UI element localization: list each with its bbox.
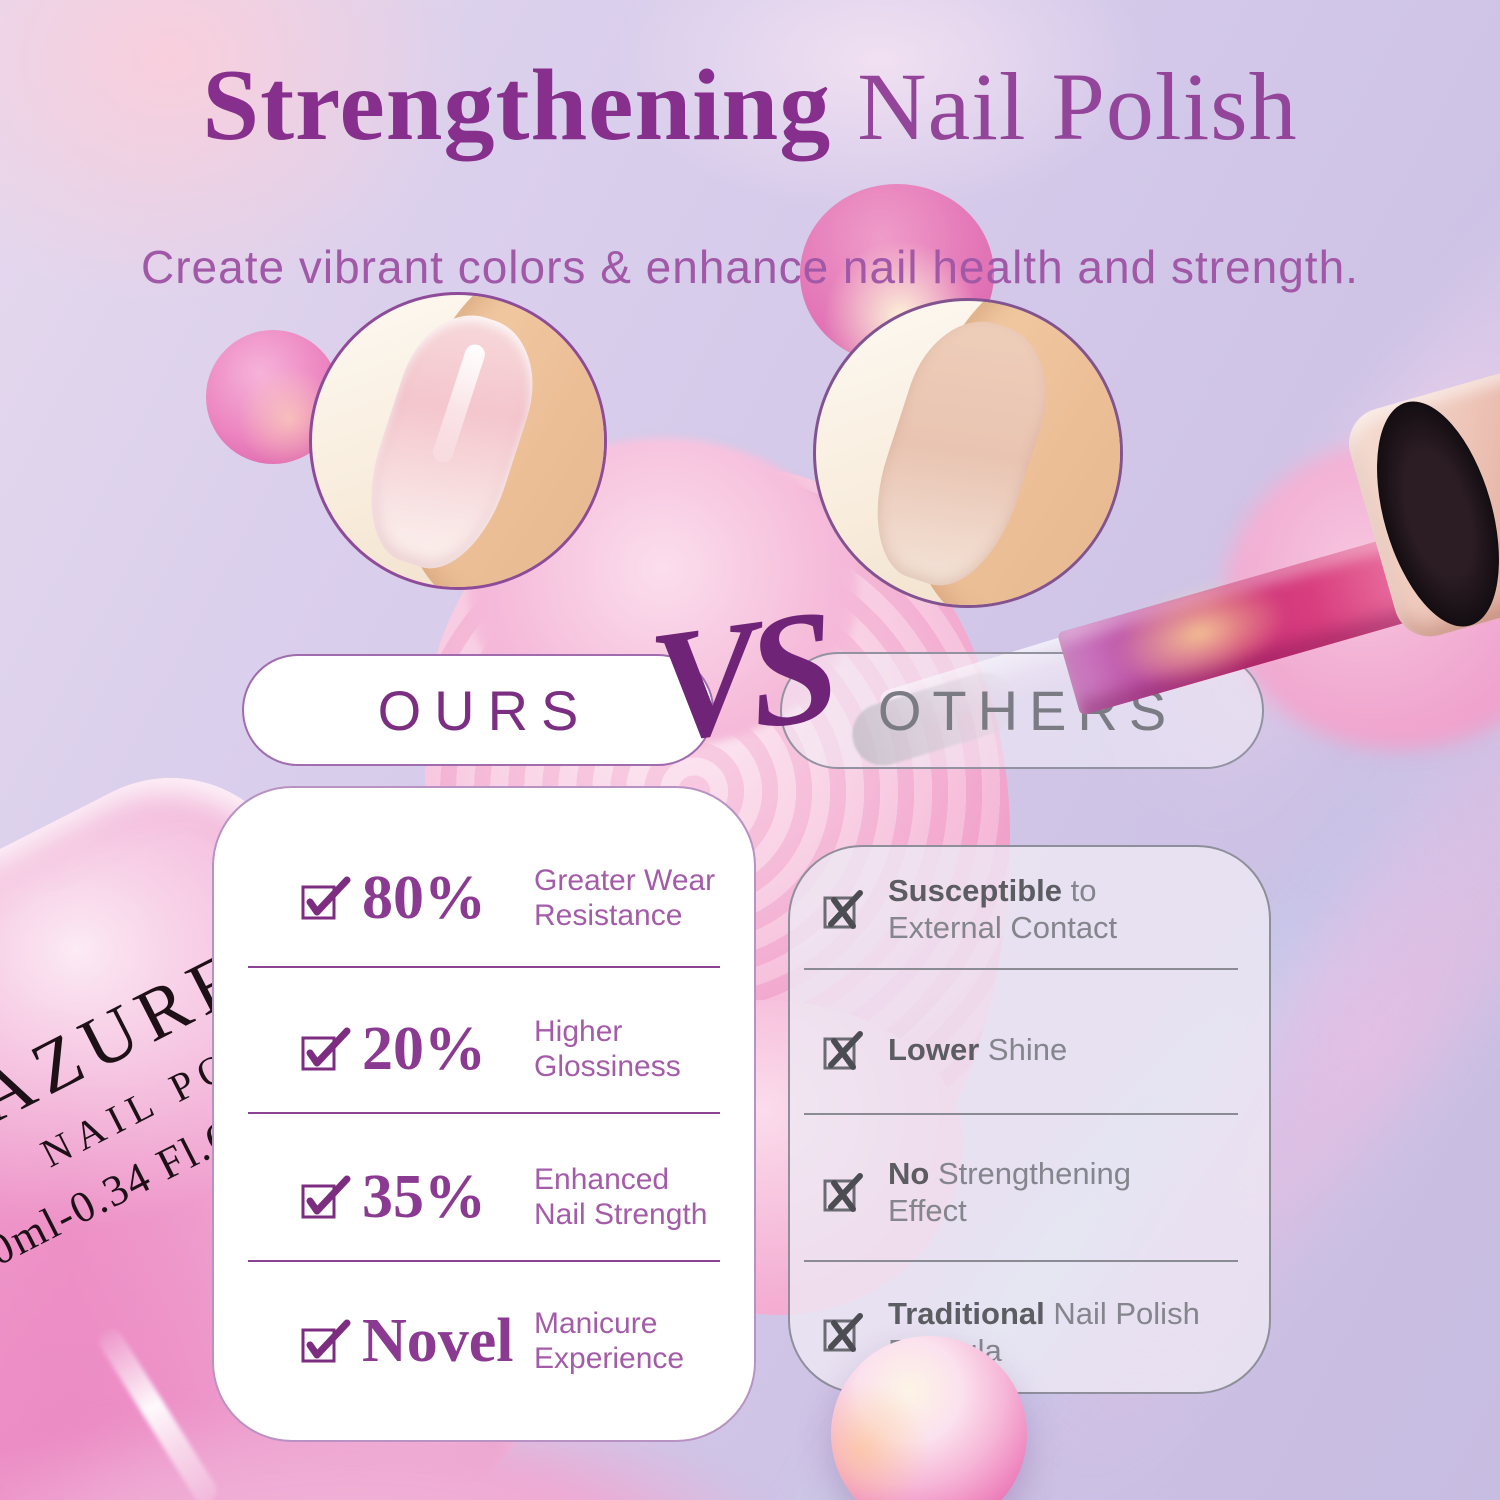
others-row-no-strengthening: No Strengthening Effect <box>822 1140 1247 1244</box>
checkbox-check-icon <box>301 1319 351 1363</box>
divider <box>804 1113 1238 1115</box>
benefit-desc: Manicure Experience <box>534 1306 685 1375</box>
others-row-external-contact: Susceptible to External Contact <box>822 857 1247 961</box>
benefit-desc: Greater Wear Resistance <box>534 863 716 932</box>
benefit-desc: Higher Glossiness <box>534 1014 681 1083</box>
checkbox-x-icon <box>823 1313 863 1352</box>
benefit-value: 80% <box>362 863 486 932</box>
page-subtitle: Create vibrant colors & enhance nail hea… <box>141 241 1359 293</box>
divider <box>248 1112 720 1114</box>
divider <box>804 1260 1238 1262</box>
benefit-value: 20% <box>362 1014 486 1083</box>
others-drawbacks-panel: Susceptible to External Contact Lower Sh… <box>788 845 1271 1394</box>
checkbox-check-icon <box>301 1175 351 1219</box>
divider <box>248 966 720 968</box>
title-strengthening: Strengthening <box>202 49 832 162</box>
ours-pill: OURS <box>242 654 714 766</box>
vs-script-text: VS <box>640 575 840 777</box>
polish-pearl-bottom <box>831 1336 1027 1500</box>
ours-row-manicure-experience: Novel Manicure Experience <box>250 1285 728 1397</box>
page-title: Strengthening Nail Polish <box>0 52 1500 159</box>
checkbox-x-icon <box>823 1031 863 1070</box>
divider <box>248 1260 720 1262</box>
benefit-value: Novel <box>362 1306 514 1375</box>
checkbox-check-icon <box>301 876 351 920</box>
nail-photo-others <box>813 298 1123 608</box>
checkbox-x-icon <box>823 890 863 929</box>
ours-row-wear-resistance: 80% Greater Wear Resistance <box>250 842 728 954</box>
drawback-text: Susceptible to External Contact <box>888 872 1118 945</box>
ours-row-nail-strength: 35% Enhanced Nail Strength <box>250 1141 728 1253</box>
ours-row-glossiness: 20% Higher Glossiness <box>250 993 728 1105</box>
ours-label: OURS <box>377 678 592 742</box>
drawback-text: Lower Shine <box>888 1032 1068 1068</box>
benefit-desc: Enhanced Nail Strength <box>534 1162 708 1231</box>
others-row-lower-shine: Lower Shine <box>822 998 1247 1102</box>
nail-photo-ours <box>309 292 607 590</box>
title-nail-polish: Nail Polish <box>857 53 1298 160</box>
benefit-value: 35% <box>362 1162 486 1231</box>
checkbox-check-icon <box>301 1027 351 1071</box>
checkbox-x-icon <box>823 1173 863 1212</box>
ours-benefits-panel: 80% Greater Wear Resistance 20% Higher G… <box>212 786 756 1442</box>
drawback-text: No Strengthening Effect <box>888 1155 1131 1228</box>
divider <box>804 968 1238 970</box>
